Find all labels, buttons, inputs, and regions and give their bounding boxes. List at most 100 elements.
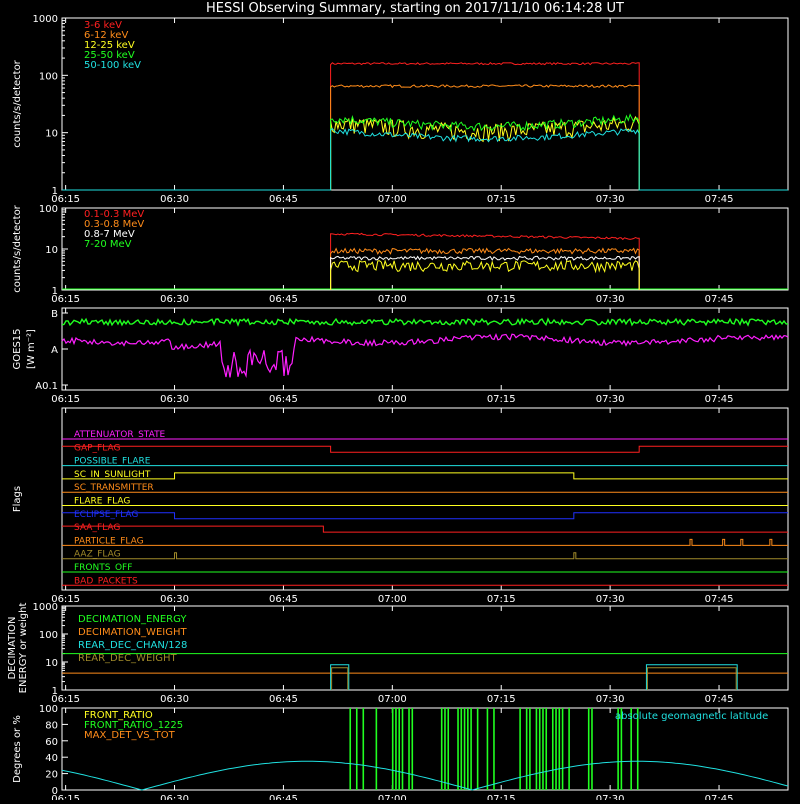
goes-series-short (61, 332, 789, 378)
decimation-legend-1: DECIMATION_WEIGHT (78, 627, 187, 638)
ratios-xtick-label: 07:15 (487, 794, 516, 800)
gamma-xtick-label: 07:00 (378, 294, 407, 305)
gamma-ytick-label: 1 (52, 286, 58, 297)
flags-xtick-label: 06:30 (160, 594, 189, 605)
hxr-xtick-label: 06:30 (160, 194, 189, 205)
hxr-series-4 (62, 127, 788, 191)
decimation-xtick-label: 07:00 (378, 694, 407, 705)
gamma-xtick-label: 06:45 (269, 294, 298, 305)
geomagnetic-latitude-line (61, 760, 789, 791)
hxr-series-3 (62, 113, 788, 191)
ratios-legend-1: FRONT_RATIO_1225 (84, 720, 183, 731)
gamma-xtick-label: 06:15 (51, 294, 80, 305)
flag-label-0: ATTENUATOR_STATE (74, 430, 166, 440)
gamma-legend-3: 7-20 MeV (84, 239, 132, 250)
decimation-xtick-label: 07:15 (487, 694, 516, 705)
flag-line-1 (62, 445, 788, 453)
flag-label-8: PARTICLE_FLAG (74, 536, 144, 546)
hxr-series-1 (62, 84, 788, 191)
hxr-ylabel: counts/s/detector (12, 59, 23, 147)
flags-xtick-label: 07:00 (378, 594, 407, 605)
hxr-ytick-label: 1 (52, 186, 58, 197)
goes-xtick-label: 07:30 (596, 394, 625, 405)
goes-series-long (61, 317, 789, 327)
hxr-xtick-label: 06:45 (269, 194, 298, 205)
goes-xtick-label: 06:30 (160, 394, 189, 405)
decimation-ylabel: DECIMATION (7, 616, 18, 679)
hxr-legend-2: 12-25 keV (84, 40, 135, 51)
flag-label-11: BAD_PACKETS (74, 576, 138, 586)
gamma-legend-1: 0.3-0.8 MeV (84, 219, 144, 230)
gamma-xtick-label: 07:45 (705, 294, 734, 305)
ratios-xtick-label: 07:30 (596, 794, 625, 800)
hxr-series-0 (62, 62, 788, 191)
flags-xtick-label: 06:45 (269, 594, 298, 605)
ratios-ytick-label: 100 (39, 704, 58, 715)
gamma-legend-2: 0.8-7 MeV (84, 229, 135, 240)
gamma-series-2 (330, 255, 640, 291)
goes-ytick-label: A (51, 345, 58, 356)
hxr-xtick-label: 07:30 (596, 194, 625, 205)
gamma-ytick-label: 10 (45, 245, 58, 256)
decimation-xtick-label: 06:45 (269, 694, 298, 705)
flags-xtick-label: 06:15 (51, 594, 80, 605)
flags-xtick-label: 07:45 (705, 594, 734, 605)
flag-label-10: FRONTS_OFF (74, 563, 132, 573)
goes-yunit: [W m⁻²] (26, 329, 37, 369)
flag-line-3 (62, 472, 788, 480)
decimation-legend-2: REAR_DEC_CHAN/128 (78, 640, 187, 651)
decimation-ytick-label: 1000 (33, 602, 58, 613)
flags-xtick-label: 07:15 (487, 594, 516, 605)
ratios-legend-0: FRONT_RATIO (84, 710, 153, 721)
gamma-ytick-label: 100 (39, 204, 58, 215)
flags-ylabel: Flags (12, 486, 23, 512)
ratios-ytick-label: 80 (45, 720, 58, 731)
flag-label-9: AAZ_FLAG (74, 550, 121, 560)
flag-line-9 (62, 552, 788, 560)
hxr-xtick-label: 06:15 (51, 194, 80, 205)
ratios-ytick-label: 20 (45, 770, 58, 781)
flag-label-3: SC_IN_SUNLIGHT (74, 470, 151, 480)
ratios-xtick-label: 06:30 (160, 794, 189, 800)
decimation-legend-3: REAR_DEC_WEIGHT (78, 653, 177, 664)
hxr-legend-1: 6-12 keV (84, 30, 128, 41)
ratios-annotation: absolute geomagnetic latitude (615, 711, 768, 722)
ratios-ytick-label: 40 (45, 753, 58, 764)
ratios-xtick-label: 06:15 (51, 794, 80, 800)
goes-xtick-label: 07:15 (487, 394, 516, 405)
gamma-series-3 (330, 259, 640, 291)
goes-ytick-label: A0.1 (35, 381, 58, 392)
decimation-ylabel: ENERGY or weight (18, 603, 29, 694)
hxr-legend-0: 3-6 keV (84, 20, 122, 31)
flag-label-1: GAP_FLAG (74, 443, 120, 453)
hxr-ytick-label: 10 (45, 129, 58, 140)
decimation-ytick-label: 10 (45, 658, 58, 669)
flag-line-8 (62, 538, 788, 546)
gamma-xtick-label: 07:15 (487, 294, 516, 305)
decimation-ytick-label: 1 (52, 686, 58, 697)
flags-xtick-label: 07:30 (596, 594, 625, 605)
flag-line-7 (62, 525, 788, 533)
decimation-xtick-label: 07:30 (596, 694, 625, 705)
ratios-ytick-label: 60 (45, 737, 58, 748)
flag-line-6 (62, 512, 788, 520)
decimation-legend-0: DECIMATION_ENERGY (78, 614, 187, 625)
goes-xtick-label: 07:00 (378, 394, 407, 405)
gamma-series-0 (330, 232, 640, 291)
decimation-xtick-label: 06:15 (51, 694, 80, 705)
gamma-ylabel: counts/s/detector (12, 204, 23, 292)
hxr-legend-3: 25-50 keV (84, 50, 135, 61)
goes-xtick-label: 07:45 (705, 394, 734, 405)
hxr-frame (61, 17, 789, 191)
hxr-xtick-label: 07:15 (487, 194, 516, 205)
flags-frame (61, 407, 789, 591)
decimation-xtick-label: 06:30 (160, 694, 189, 705)
gamma-legend-0: 0.1-0.3 MeV (84, 209, 144, 220)
decimation-frame (61, 605, 789, 691)
ratios-xtick-label: 06:45 (269, 794, 298, 800)
flag-label-4: SC_TRANSMITTER (74, 483, 154, 493)
ratios-xtick-label: 07:00 (378, 794, 407, 800)
ratios-legend-2: MAX_DET_VS_TOT (84, 730, 176, 741)
